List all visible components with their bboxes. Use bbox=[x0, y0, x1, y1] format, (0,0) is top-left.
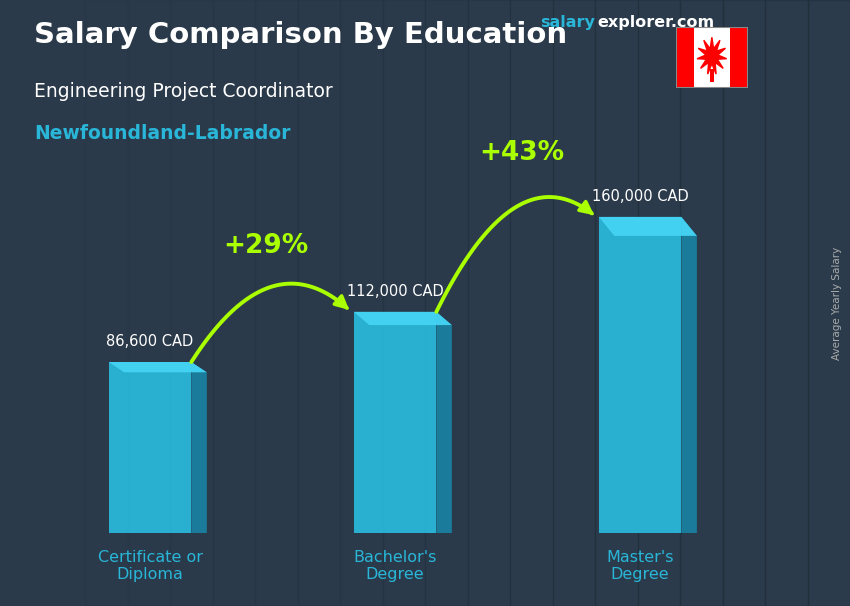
Text: 86,600 CAD: 86,600 CAD bbox=[106, 334, 194, 349]
Text: 160,000 CAD: 160,000 CAD bbox=[592, 188, 688, 204]
Text: Salary Comparison By Education: Salary Comparison By Education bbox=[34, 21, 567, 49]
Polygon shape bbox=[109, 362, 191, 533]
Text: +43%: +43% bbox=[479, 140, 564, 166]
Text: 112,000 CAD: 112,000 CAD bbox=[347, 284, 444, 299]
Bar bbox=[694, 27, 730, 88]
Text: +29%: +29% bbox=[224, 233, 309, 259]
Text: Engineering Project Coordinator: Engineering Project Coordinator bbox=[34, 82, 332, 101]
Bar bbox=[710, 69, 714, 82]
Polygon shape bbox=[354, 312, 436, 533]
Text: explorer.com: explorer.com bbox=[598, 15, 715, 30]
Polygon shape bbox=[354, 312, 452, 325]
Polygon shape bbox=[436, 312, 452, 533]
Text: Average Yearly Salary: Average Yearly Salary bbox=[832, 247, 842, 359]
Polygon shape bbox=[682, 217, 697, 533]
Text: salary: salary bbox=[540, 15, 595, 30]
Bar bbox=[676, 27, 694, 88]
Polygon shape bbox=[599, 217, 682, 533]
Polygon shape bbox=[109, 362, 207, 372]
Text: Newfoundland-Labrador: Newfoundland-Labrador bbox=[34, 124, 291, 143]
Bar bbox=[730, 27, 748, 88]
Polygon shape bbox=[191, 362, 207, 533]
Polygon shape bbox=[599, 217, 697, 236]
Polygon shape bbox=[697, 38, 727, 74]
